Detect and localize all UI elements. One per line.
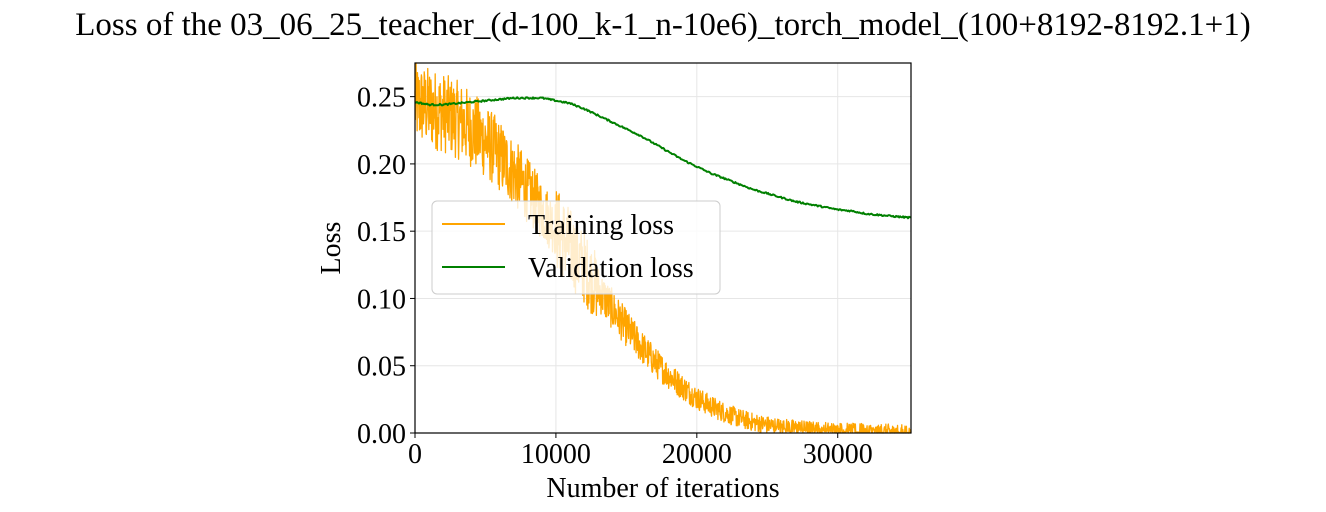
validation-loss-line [414, 96, 912, 220]
x-axis-label: Number of iterations [546, 473, 779, 504]
legend: Training loss Validation loss [431, 200, 721, 295]
x-tick-label: 30000 [803, 439, 873, 470]
y-tick-label: 0.20 [357, 150, 406, 181]
plot-series [414, 62, 912, 434]
y-tick-label: 0.10 [357, 284, 406, 315]
legend-label-training: Training loss [528, 210, 674, 241]
y-tick-label: 0.15 [357, 217, 406, 248]
x-tick-label: 10000 [521, 439, 591, 470]
y-axis-label: Loss [316, 222, 347, 275]
legend-label-validation: Validation loss [528, 253, 694, 284]
chart-title: Loss of the 03_06_25_teacher_(d-100_k-1_… [75, 7, 1250, 43]
y-tick-label: 0.25 [357, 83, 406, 114]
y-tick-label: 0.00 [357, 419, 406, 450]
plot-frame [414, 62, 912, 434]
training-loss-line [414, 62, 912, 434]
axis-ticks: 0 10000 20000 30000 0.00 0.05 0.10 0.15 0.20 0.25 [357, 83, 873, 470]
y-tick-label: 0.05 [357, 352, 406, 383]
x-tick-label: 20000 [662, 439, 732, 470]
x-tick-label: 0 [408, 439, 422, 470]
